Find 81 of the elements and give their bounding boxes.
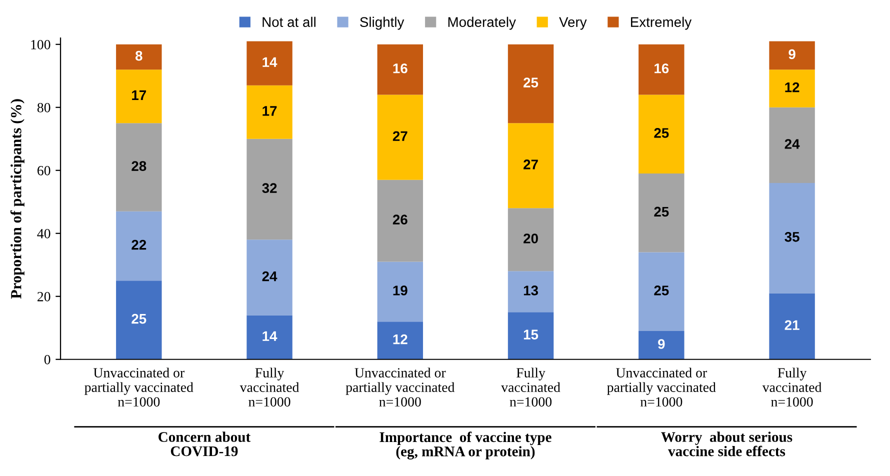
data-label: 28 [132,161,146,171]
x-tick-label: Fully vaccinated n=1000 [240,368,300,407]
bar [769,41,815,70]
bar [116,280,162,360]
data-label: 19 [393,286,408,296]
bar [508,312,554,360]
data-label: 9 [658,339,665,349]
bar [246,138,292,240]
bar [116,123,162,212]
bar [508,123,554,208]
bar [246,41,292,86]
data-label: 32 [262,183,277,194]
bar [769,70,815,108]
data-label: 12 [393,334,408,344]
data-label: 35 [784,232,800,242]
data-label: 17 [132,90,146,100]
data-label: 14 [262,331,278,341]
bar [769,107,815,183]
bar [246,85,292,139]
text: Importance of vaccine type (eg, mRNA or protein) [380,432,552,460]
y-tick-label: 40 [37,228,50,238]
data-label: 27 [524,160,538,170]
legend-label: Slightly [360,16,404,30]
data-label: 25 [524,78,538,88]
bar [116,44,162,70]
bar [769,293,815,360]
data-label: 8 [135,50,142,61]
y-tick-label: 60 [38,166,50,176]
data-label: 24 [262,271,278,282]
bar [116,211,162,281]
y-tick-label: 20 [38,292,50,302]
data-label: 25 [654,128,669,138]
bar [769,182,815,294]
legend-label: Very [559,17,587,30]
data-label: 15 [524,330,538,340]
bar [508,271,554,312]
data-label: 25 [654,286,669,296]
data-label: 17 [262,106,277,116]
data-label: 14 [262,57,278,67]
data-label: 24 [784,139,800,149]
y-tick-label: 100 [31,40,50,50]
bar [377,262,424,322]
data-label: 26 [392,214,408,225]
text: Concern about COVID-19 [158,432,251,456]
legend-label: Not at all [262,16,316,27]
bar [508,44,554,124]
x-tick-label: Fully vaccinated n=1000 [501,368,560,407]
bar [508,208,554,272]
bar [377,322,424,360]
bar [377,94,424,180]
data-label: 12 [785,82,800,92]
x-tick-label: Fully vaccinated n=1000 [762,368,822,407]
bar [246,240,292,316]
bar [116,70,162,124]
text: Worry about serious vaccine side effects [661,432,792,456]
data-label: 9 [788,49,796,60]
data-label: 25 [132,314,146,324]
data-label: 21 [784,320,800,330]
bar [638,94,684,174]
y-tick-label: 0 [44,354,50,364]
data-label: 16 [654,63,669,74]
bar [377,180,424,262]
y-tick-label: 80 [37,102,50,112]
x-tick-label: Unvaccinated or partially vaccinated n=1000 [346,368,455,407]
data-label: 20 [524,234,538,244]
legend-label: Extremely [631,16,692,30]
bar [377,44,424,95]
data-label: 13 [524,286,538,296]
bar [638,331,684,360]
x-tick-label: Unvaccinated or partially vaccinated n=1000 [607,368,716,407]
bar [246,315,292,360]
bar [638,252,684,332]
data-label: 27 [392,131,408,141]
x-tick-label: Unvaccinated or partially vaccinated n=1000 [84,368,194,407]
bar [638,44,684,95]
data-label: 22 [132,240,146,250]
legend-label: Moderately [448,16,516,30]
bar [638,174,684,252]
data-label: 25 [654,206,669,217]
data-label: 16 [393,63,408,74]
y-axis-title: Proportion of participants (%) [10,99,24,299]
